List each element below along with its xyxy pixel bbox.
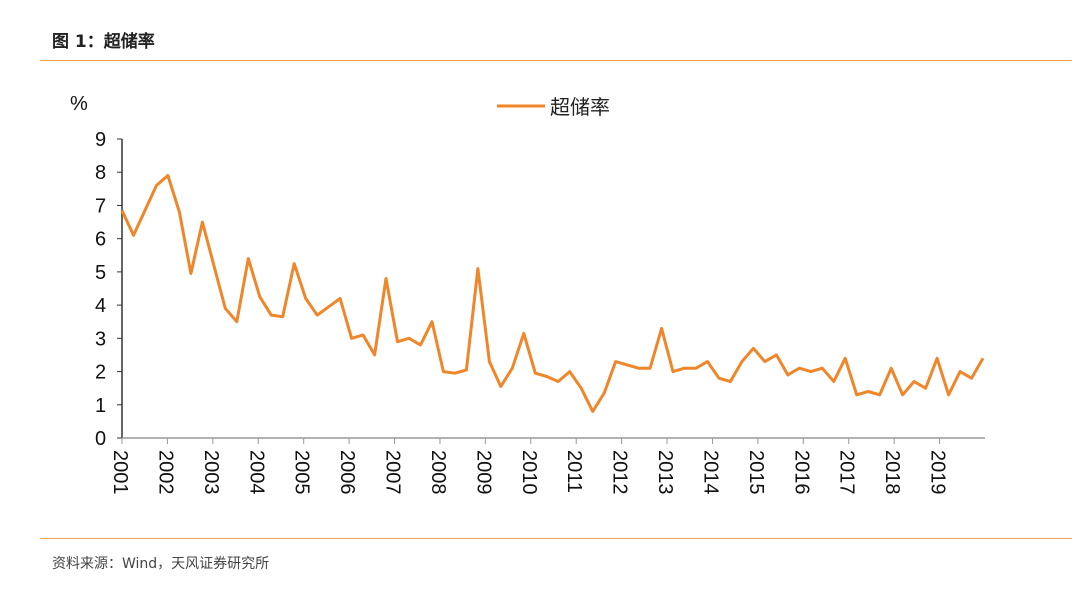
y-tick-label: 8 — [95, 162, 106, 184]
y-tick-label: 7 — [95, 195, 106, 217]
x-tick-label: 2003 — [200, 450, 222, 495]
x-tick-label: 2005 — [291, 450, 313, 495]
x-tick-label: 2001 — [109, 450, 131, 495]
x-tick-label: 2017 — [836, 450, 858, 495]
y-tick-label: 9 — [95, 129, 106, 151]
legend-label: 超储率 — [550, 95, 610, 119]
x-tick-label: 2014 — [699, 450, 721, 495]
x-tick-label: 2002 — [154, 450, 176, 495]
x-tick-label: 2007 — [382, 450, 404, 495]
x-tick-label: 2009 — [472, 450, 494, 495]
x-tick-label: 2015 — [745, 450, 767, 495]
x-tick-label: 2004 — [245, 450, 267, 495]
x-tick-label: 2018 — [881, 450, 903, 495]
series-line — [120, 174, 985, 413]
y-tick-label: 4 — [95, 295, 106, 317]
x-tick-label: 2013 — [654, 450, 676, 495]
top-divider — [40, 60, 1072, 61]
x-tick-label: 2008 — [427, 450, 449, 495]
y-tick-label: 1 — [95, 395, 106, 417]
x-tick-label: 2012 — [609, 450, 631, 495]
bottom-divider — [40, 538, 1072, 539]
y-tick-label: 0 — [95, 428, 106, 450]
x-tick-label: 2019 — [927, 450, 949, 495]
y-tick-label: 5 — [95, 262, 106, 284]
x-tick-label: 2010 — [518, 450, 540, 495]
figure-title: 图 1：超储率 — [52, 32, 155, 52]
x-tick-label: 2011 — [563, 450, 585, 493]
y-tick-label: 3 — [95, 328, 106, 350]
x-tick-label: 2006 — [336, 450, 358, 495]
x-tick-label: 2016 — [790, 450, 812, 495]
y-tick-label: 2 — [95, 362, 106, 384]
y-axis-unit: % — [70, 93, 88, 115]
source-note: 资料来源：Wind，天风证券研究所 — [52, 556, 270, 572]
y-tick-label: 6 — [95, 229, 106, 251]
